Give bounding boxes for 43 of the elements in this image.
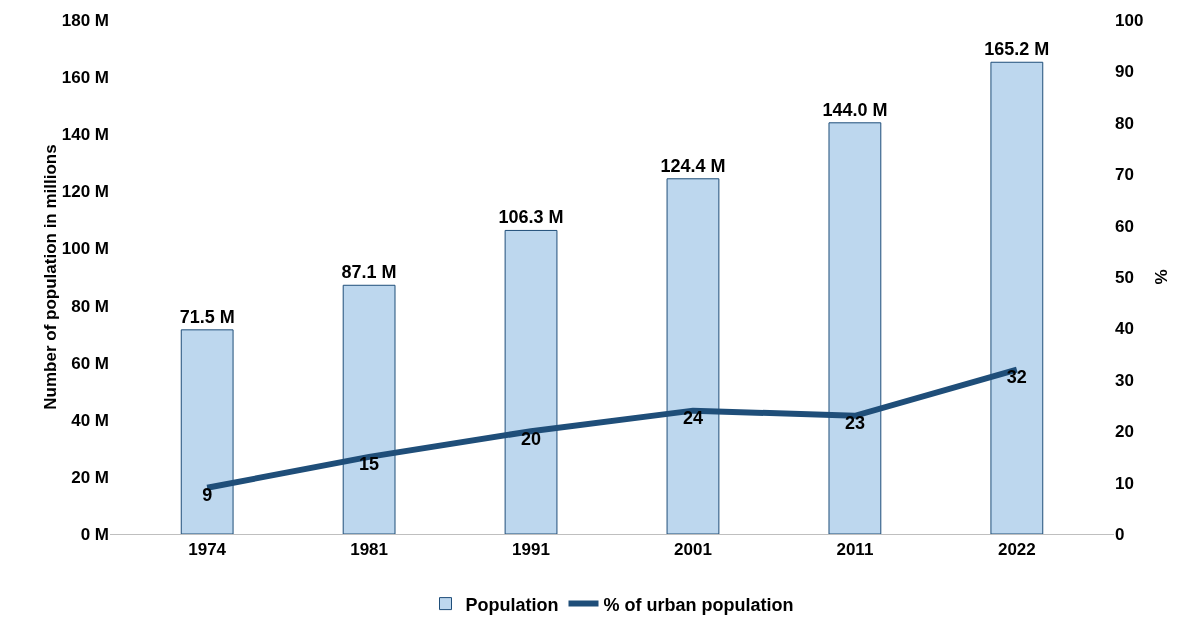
- data-label: 124.4 M: [660, 155, 726, 176]
- data-label: 20: [521, 428, 542, 449]
- y-tick-label: 80 M: [71, 296, 109, 316]
- y-tick-label: 20 M: [71, 467, 109, 487]
- y2-tick-label: 60: [1115, 216, 1134, 236]
- x-tick-label: 1974: [188, 540, 227, 560]
- data-label: 24: [682, 408, 703, 429]
- y-tick-label: 140 M: [61, 125, 109, 145]
- y2-tick-label: 40: [1115, 319, 1134, 339]
- data-label: 9: [202, 485, 213, 506]
- data-label: 23: [844, 413, 865, 434]
- legend-label: Population: [465, 594, 559, 615]
- y2-axis-title: %: [1151, 269, 1171, 285]
- y2-tick-label: 80: [1115, 113, 1134, 133]
- y2-tick-label: 30: [1115, 370, 1134, 390]
- data-label: 165.2 M: [984, 39, 1050, 60]
- y2-tick-label: 50: [1115, 267, 1134, 287]
- data-label: 87.1 M: [341, 262, 397, 283]
- y2-tick-label: 0: [1115, 524, 1125, 544]
- y2-tick-label: 90: [1115, 62, 1134, 82]
- data-label: 144.0 M: [822, 99, 888, 120]
- x-tick-label: 2011: [836, 540, 874, 560]
- data-label: 106.3 M: [498, 207, 564, 228]
- y-tick-label: 40 M: [71, 410, 109, 430]
- y-tick-label: 0 M: [80, 524, 109, 544]
- y-tick-label: 160 M: [61, 68, 109, 88]
- data-label: 71.5 M: [179, 306, 235, 327]
- y-tick-label: 180 M: [61, 10, 109, 30]
- data-label: 15: [359, 454, 380, 475]
- data-label: 32: [1006, 367, 1027, 388]
- x-tick-label: 2022: [997, 540, 1036, 560]
- y-axis-title: Number of population in millions: [40, 144, 60, 410]
- x-tick-label: 2001: [674, 540, 712, 560]
- x-tick-label: 1981: [350, 540, 389, 560]
- y2-tick-label: 20: [1115, 422, 1134, 442]
- y2-tick-label: 10: [1115, 473, 1134, 493]
- legend-label: % of urban population: [603, 594, 794, 615]
- y-tick-label: 60 M: [71, 353, 109, 373]
- y2-tick-label: 100: [1115, 10, 1144, 30]
- y-tick-label: 100 M: [61, 239, 109, 259]
- y-tick-label: 120 M: [61, 182, 109, 202]
- y2-tick-label: 70: [1115, 165, 1134, 185]
- x-tick-label: 1991: [512, 540, 550, 560]
